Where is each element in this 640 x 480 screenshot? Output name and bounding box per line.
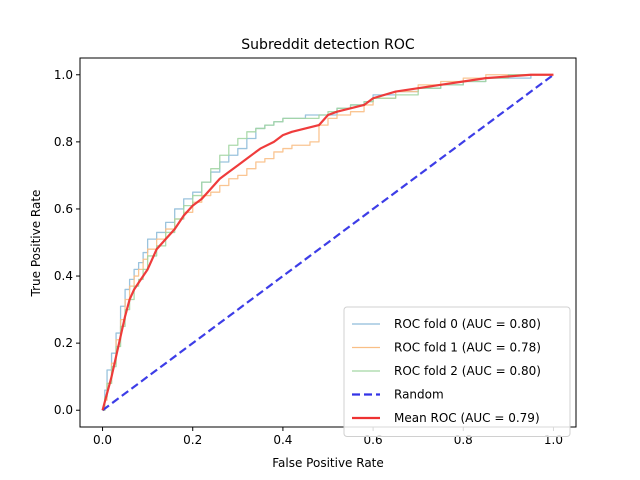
y-tick-label: 1.0 — [54, 68, 73, 82]
x-tick-label: 0.2 — [183, 433, 202, 447]
y-tick-label: 0.2 — [54, 336, 73, 350]
series-line-2 — [102, 74, 554, 411]
y-tick-label: 0.0 — [54, 403, 73, 417]
y-tick-label: 0.8 — [54, 135, 73, 149]
legend-label-1: ROC fold 1 (AUC = 0.78) — [394, 341, 541, 355]
series-line-4 — [101, 73, 554, 411]
series-line-1 — [102, 74, 554, 411]
legend-label-0: ROC fold 0 (AUC = 0.80) — [394, 317, 541, 331]
x-axis-label: False Positive Rate — [272, 456, 384, 470]
y-tick-label: 0.6 — [54, 202, 73, 216]
axes: 0.0 0.2 0.4 0.6 0.8 1.00.00.20.40.60.81.0 — [54, 57, 577, 447]
legend-box — [343, 306, 571, 437]
legend-label-2: ROC fold 2 (AUC = 0.80) — [394, 364, 541, 378]
y-tick-label: 0.4 — [54, 269, 73, 283]
legend: ROC fold 0 (AUC = 0.80) ROC fold 1 (AUC =… — [343, 306, 571, 437]
legend-label-4: Mean ROC (AUC = 0.79) — [394, 411, 540, 425]
legend-label-3: Random — [394, 388, 444, 402]
series-line-3 — [101, 73, 555, 412]
x-tick-label: 0.4 — [273, 433, 292, 447]
x-tick-label: 0.0 — [93, 433, 112, 447]
axes-frame — [79, 57, 577, 428]
plot-area — [101, 73, 555, 412]
y-axis-label: True Positive Rate — [29, 190, 43, 298]
chart-title: Subreddit detection ROC — [241, 37, 415, 53]
